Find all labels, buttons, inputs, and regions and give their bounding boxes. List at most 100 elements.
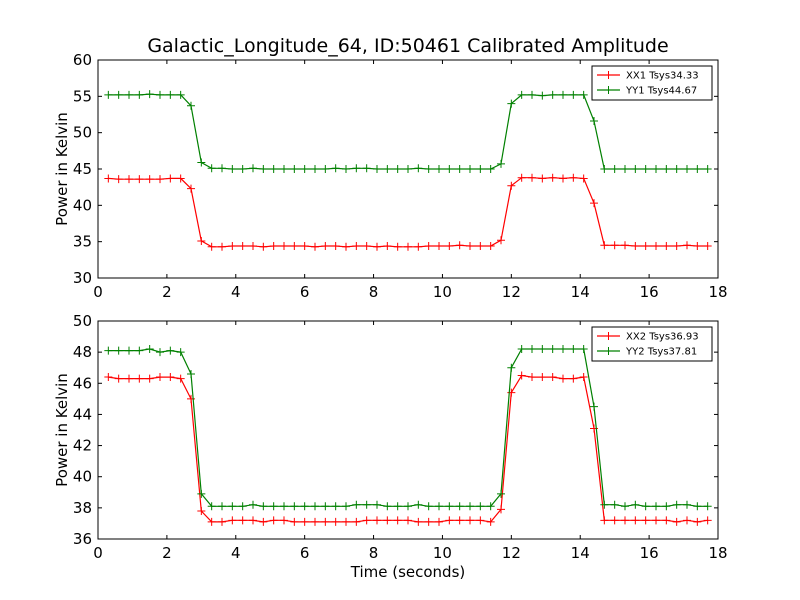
- data-point: [652, 165, 660, 173]
- data-point: [156, 373, 164, 382]
- data-point: [476, 242, 485, 251]
- x-tick-label: 16: [640, 544, 659, 562]
- data-point: [662, 502, 671, 511]
- y-tick-label: 38: [73, 499, 92, 517]
- data-point: [197, 489, 206, 498]
- data-point: [114, 346, 123, 355]
- data-point: [600, 500, 609, 509]
- data-point: [393, 502, 402, 511]
- data-point: [404, 242, 412, 251]
- data-point: [486, 242, 495, 251]
- x-tick-label: 10: [433, 283, 452, 301]
- data-point: [579, 90, 588, 99]
- data-point: [280, 516, 288, 525]
- data-point: [228, 516, 237, 525]
- data-point: [331, 517, 340, 526]
- data-point: [311, 502, 319, 511]
- data-point: [631, 242, 640, 251]
- data-point: [528, 90, 536, 99]
- x-tick-label: 2: [162, 544, 172, 562]
- data-point: [703, 242, 712, 251]
- data-point: [590, 402, 598, 411]
- y-tick-label: 40: [73, 468, 92, 486]
- data-point: [383, 516, 392, 525]
- data-point: [207, 517, 216, 526]
- data-point: [559, 90, 567, 99]
- data-point: [528, 345, 536, 354]
- data-point: [404, 165, 412, 173]
- data-point: [703, 165, 712, 173]
- data-point: [156, 175, 164, 184]
- data-point: [683, 516, 691, 525]
- data-point: [104, 90, 113, 99]
- data-point: [631, 516, 640, 525]
- data-point: [497, 159, 505, 168]
- data-point: [559, 374, 567, 383]
- data-point: [373, 516, 381, 525]
- data-point: [662, 242, 671, 251]
- data-point: [641, 242, 650, 251]
- data-point: [373, 242, 381, 251]
- x-tick-label: 6: [300, 544, 310, 562]
- data-point: [300, 165, 309, 173]
- x-tick-label: 6: [300, 283, 310, 301]
- data-point: [352, 517, 361, 526]
- data-point: [703, 516, 712, 525]
- data-point: [548, 373, 557, 382]
- data-point: [600, 241, 609, 250]
- data-point: [652, 502, 660, 511]
- data-point: [135, 346, 144, 355]
- data-point: [641, 502, 650, 511]
- data-point: [538, 91, 547, 100]
- y-tick-label: 50: [73, 124, 92, 142]
- data-point: [269, 516, 278, 525]
- data-point: [125, 175, 133, 184]
- legend-label: XX2 Tsys36.93: [626, 332, 699, 343]
- data-point: [352, 500, 361, 509]
- data-point: [435, 165, 443, 173]
- data-point: [238, 516, 247, 525]
- y-axis-title: Power in Kelvin: [53, 112, 71, 226]
- data-point: [352, 242, 361, 251]
- data-point: [517, 345, 526, 354]
- data-point: [507, 181, 516, 190]
- x-tick-label: 8: [369, 283, 379, 301]
- data-point: [538, 373, 547, 382]
- data-point: [569, 345, 578, 354]
- data-point: [104, 373, 113, 382]
- data-point: [311, 165, 319, 173]
- chart-title: Galactic_Longitude_64, ID:50461 Calibrat…: [147, 35, 668, 57]
- data-point: [259, 165, 268, 173]
- y-tick-label: 60: [73, 51, 92, 69]
- data-point: [342, 165, 350, 173]
- data-point: [497, 489, 505, 498]
- data-point: [466, 516, 474, 525]
- data-point: [300, 517, 309, 526]
- data-point: [693, 242, 702, 251]
- data-point: [145, 175, 154, 184]
- data-point: [290, 517, 299, 526]
- data-point: [207, 242, 216, 251]
- data-point: [590, 117, 598, 126]
- x-axis-title: Time (seconds): [350, 563, 466, 581]
- legend-swatch-marker: [604, 86, 613, 94]
- data-point: [176, 374, 185, 383]
- data-point: [466, 502, 474, 511]
- data-point: [176, 348, 185, 357]
- data-point: [321, 165, 330, 173]
- data-point: [393, 516, 402, 525]
- y-tick-label: 36: [73, 530, 92, 548]
- data-point: [156, 90, 164, 99]
- data-point: [610, 241, 619, 250]
- legend-label: YY2 Tsys37.81: [625, 347, 697, 358]
- data-point: [476, 516, 485, 525]
- data-point: [569, 173, 578, 182]
- data-point: [373, 165, 381, 173]
- data-point: [610, 165, 619, 173]
- data-point: [517, 173, 526, 182]
- data-point: [249, 516, 257, 525]
- data-point: [331, 502, 340, 511]
- data-point: [145, 374, 154, 383]
- data-point: [166, 90, 175, 99]
